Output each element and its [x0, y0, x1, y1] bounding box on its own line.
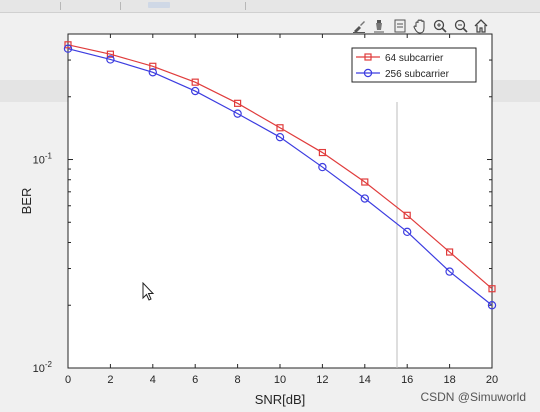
series-line-1 [67, 48, 493, 306]
data-point-circle [275, 132, 285, 142]
y-tick-label: 10-2 [33, 360, 53, 375]
zoom-in-icon[interactable] [432, 17, 449, 35]
data-point-square [234, 99, 242, 107]
x-tick-label: 10 [274, 374, 286, 386]
x-tick-label: 18 [443, 374, 455, 386]
legend-marker-64 [364, 53, 372, 61]
y-axis-label: BER [19, 188, 34, 215]
menu-bar[interactable] [0, 0, 540, 13]
x-tick-label: 2 [107, 374, 113, 386]
x-tick-label: 20 [486, 374, 498, 386]
menu-divider [120, 2, 121, 10]
data-point-square [191, 78, 199, 86]
x-tick-label: 0 [65, 374, 71, 386]
x-tick-label: 16 [401, 374, 413, 386]
zoom-out-icon[interactable] [452, 17, 469, 35]
x-tick-label: 8 [235, 374, 241, 386]
watermark: CSDN @Simuworld [420, 390, 526, 404]
data-point-square [403, 211, 411, 219]
legend-label-64: 64 subcarrier [385, 53, 444, 64]
data-point-circle [318, 162, 327, 172]
x-tick-label: 6 [192, 374, 198, 386]
data-point-circle [63, 44, 73, 53]
mouse-pointer-icon [142, 282, 155, 301]
home-icon[interactable] [473, 17, 490, 35]
pan-hand-icon[interactable] [411, 17, 428, 35]
x-tick-label: 12 [316, 374, 328, 386]
data-point-square [106, 50, 115, 58]
brush-icon[interactable] [350, 17, 367, 35]
data-point-square [361, 178, 369, 186]
x-tick-label: 4 [150, 374, 156, 386]
series-group [63, 41, 497, 310]
data-point-circle [487, 301, 497, 310]
legend-box [351, 47, 477, 83]
x-axis: 0 2 4 6 8 10 12 14 16 18 20 [65, 34, 498, 386]
x-axis-label: SNR[dB] [255, 392, 306, 407]
series-line-0 [67, 44, 493, 290]
data-point-circle [233, 109, 242, 118]
data-point-square [276, 124, 284, 132]
data-cursor-icon[interactable] [370, 17, 387, 35]
menu-divider [60, 2, 61, 10]
legend-marker-256 [363, 68, 373, 78]
data-point-circle [106, 55, 115, 64]
y-tick-label: 10-1 [33, 152, 53, 167]
menu-item[interactable] [148, 2, 170, 8]
data-point-circle [445, 267, 454, 276]
data-point-circle [148, 68, 157, 77]
data-point-square [446, 248, 454, 256]
insert-legend-icon[interactable] [391, 17, 408, 35]
data-point-circle [190, 86, 200, 96]
legend-label-256: 256 subcarrier [385, 69, 450, 80]
legend[interactable]: 64 subcarrier 256 subcarrier [351, 47, 477, 83]
data-point-square [64, 41, 72, 49]
data-point-circle [403, 227, 412, 237]
data-point-circle [360, 194, 369, 203]
data-point-square [488, 285, 496, 293]
menu-divider [245, 2, 246, 10]
data-point-square [318, 148, 326, 157]
y-axis: 10-1 10-2 [33, 33, 492, 375]
x-tick-label: 14 [359, 374, 371, 386]
plot-area [67, 33, 493, 369]
axes-toolbar [350, 16, 490, 36]
